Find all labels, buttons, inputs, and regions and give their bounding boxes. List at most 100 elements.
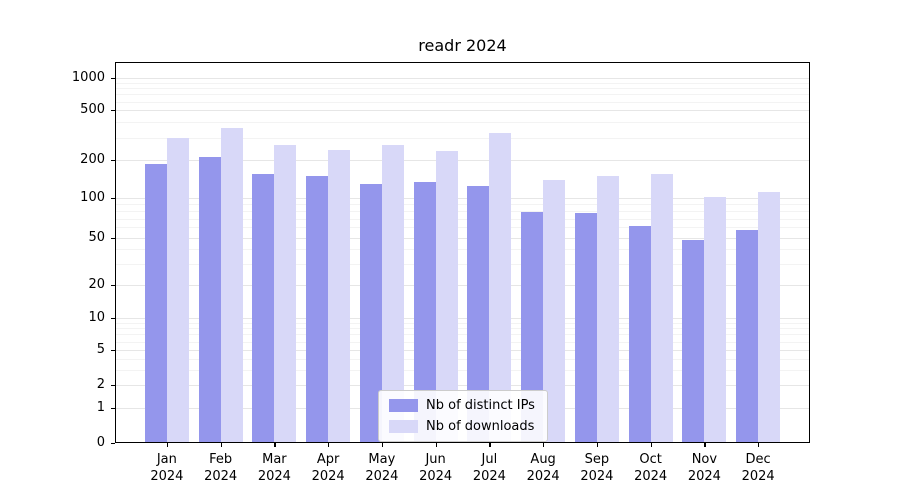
bar-distinct-ips [198, 157, 221, 442]
bar-distinct-ips [467, 185, 490, 442]
bar-downloads [596, 175, 619, 442]
x-tick-label: Dec 2024 [741, 452, 775, 484]
gridline-minor [116, 218, 809, 220]
y-tick-label: 20 [88, 277, 105, 292]
y-tick-label: 5 [96, 342, 105, 357]
gridline [116, 285, 809, 286]
y-tick-mark [111, 408, 115, 410]
bar-downloads [328, 150, 351, 442]
bar-downloads [543, 179, 566, 442]
y-tick-mark [111, 238, 115, 240]
gridline-minor [116, 122, 809, 124]
bar-downloads [650, 173, 673, 442]
gridline-minor [116, 328, 809, 330]
bar-downloads [758, 191, 781, 442]
gridline-minor [116, 322, 809, 324]
bar-distinct-ips [359, 183, 382, 442]
bar-distinct-ips [252, 173, 275, 442]
gridline-minor [116, 358, 809, 360]
y-tick-mark [111, 443, 115, 445]
plot-area [115, 62, 810, 443]
x-tick-label: Oct 2024 [634, 452, 668, 484]
legend-item-distinct-ips: Nb of distinct IPs [389, 398, 535, 413]
y-tick-label: 200 [80, 152, 105, 167]
x-tick-label: Jun 2024 [419, 452, 453, 484]
x-tick-label: Apr 2024 [311, 452, 345, 484]
x-tick-mark [220, 443, 222, 447]
x-tick-mark [328, 443, 330, 447]
bar-distinct-ips [413, 181, 436, 442]
x-tick-mark [650, 443, 652, 447]
gridline-minor [116, 82, 809, 84]
y-tick-mark [111, 160, 115, 162]
gridline-minor [116, 88, 809, 90]
bar-distinct-ips [144, 164, 167, 442]
x-tick-mark [758, 443, 760, 447]
y-tick-label: 0 [96, 435, 105, 450]
legend-swatch-distinct-ips [389, 399, 418, 412]
chart-title: readr 2024 [418, 36, 507, 55]
y-tick-label: 2 [96, 377, 105, 392]
gridline-minor [116, 334, 809, 336]
x-tick-label: Feb 2024 [204, 452, 238, 484]
x-tick-mark [381, 443, 384, 447]
x-tick-label: May 2024 [365, 452, 399, 484]
y-tick-label: 1 [96, 400, 105, 415]
gridline [116, 318, 809, 319]
gridline-minor [116, 94, 809, 96]
gridline [116, 110, 809, 111]
gridline-minor [116, 137, 809, 139]
bar-downloads [435, 151, 458, 442]
gridline [116, 198, 809, 199]
gridline-minor [116, 249, 809, 251]
gridline-minor [116, 101, 809, 103]
x-tick-mark [596, 443, 599, 447]
x-tick-label: Sep 2024 [580, 452, 614, 484]
gridline [116, 78, 809, 79]
y-tick-label: 10 [88, 310, 105, 325]
y-tick-label: 50 [88, 230, 105, 245]
gridline-minor [116, 204, 809, 206]
y-tick-label: 100 [80, 190, 105, 205]
gridline [116, 238, 809, 239]
bar-distinct-ips [628, 225, 651, 442]
x-tick-mark [704, 443, 706, 447]
bar-distinct-ips [306, 175, 329, 442]
x-tick-label: Nov 2024 [687, 452, 721, 484]
bar-distinct-ips [521, 212, 544, 442]
bar-downloads [489, 132, 512, 442]
x-tick-mark [166, 443, 169, 447]
legend-label-downloads: Nb of downloads [426, 419, 535, 434]
bar-downloads [274, 144, 297, 442]
legend: Nb of distinct IPs Nb of downloads [378, 390, 548, 442]
x-tick-mark [489, 443, 491, 447]
bar-downloads [220, 127, 243, 442]
y-tick-mark [111, 385, 115, 387]
bar-distinct-ips [736, 230, 759, 442]
gridline-minor [116, 227, 809, 229]
gridline-minor [116, 341, 809, 343]
legend-item-downloads: Nb of downloads [389, 419, 535, 434]
x-tick-label: Jul 2024 [472, 452, 506, 484]
gridline-minor [116, 369, 809, 371]
bar-distinct-ips [574, 213, 597, 442]
x-tick-mark [543, 443, 545, 447]
x-tick-label: Mar 2024 [257, 452, 291, 484]
y-tick-mark [111, 78, 115, 80]
x-tick-mark [274, 443, 276, 447]
x-tick-mark [435, 443, 437, 447]
x-tick-label: Jan 2024 [150, 452, 184, 484]
gridline-minor [116, 264, 809, 266]
x-tick-label: Aug 2024 [526, 452, 560, 484]
gridline-minor [116, 210, 809, 212]
bar-downloads [381, 144, 404, 442]
y-tick-mark [111, 318, 115, 320]
y-tick-label: 500 [80, 102, 105, 117]
bar-distinct-ips [682, 240, 705, 442]
gridline [116, 350, 809, 351]
y-tick-mark [111, 198, 115, 200]
y-tick-mark [111, 285, 115, 287]
legend-label-distinct-ips: Nb of distinct IPs [426, 398, 535, 413]
gridline [116, 160, 809, 161]
